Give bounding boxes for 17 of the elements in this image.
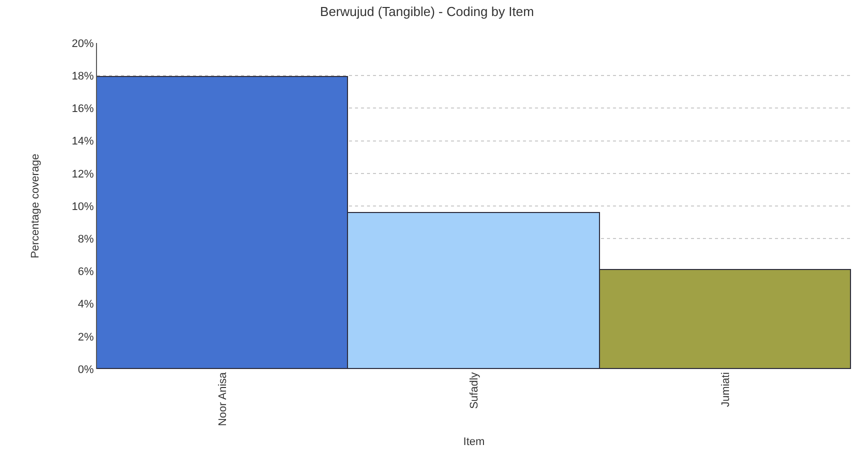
y-tick-label: 4% <box>78 298 94 311</box>
y-tick-label: 8% <box>78 233 94 246</box>
y-tick-label: 12% <box>72 168 94 180</box>
y-axis-title: Percentage coverage <box>29 154 42 258</box>
x-axis-title: Item <box>463 436 485 448</box>
y-tick-label: 16% <box>72 103 94 116</box>
y-tick-label: 0% <box>78 364 94 376</box>
chart-title: Berwujud (Tangible) - Coding by Item <box>320 4 534 19</box>
x-tick-label: Noor Anisa <box>217 371 230 426</box>
y-tick-label: 10% <box>72 200 94 213</box>
y-tick-label: 18% <box>72 70 94 82</box>
y-tick-label: 6% <box>78 266 94 278</box>
x-tick-label: Sufadly <box>468 372 481 409</box>
y-tick-label: 20% <box>72 38 94 50</box>
y-tick-label: 2% <box>78 331 94 344</box>
y-tick-label: 14% <box>72 136 94 148</box>
x-tick-label: Jumiati <box>720 372 732 408</box>
